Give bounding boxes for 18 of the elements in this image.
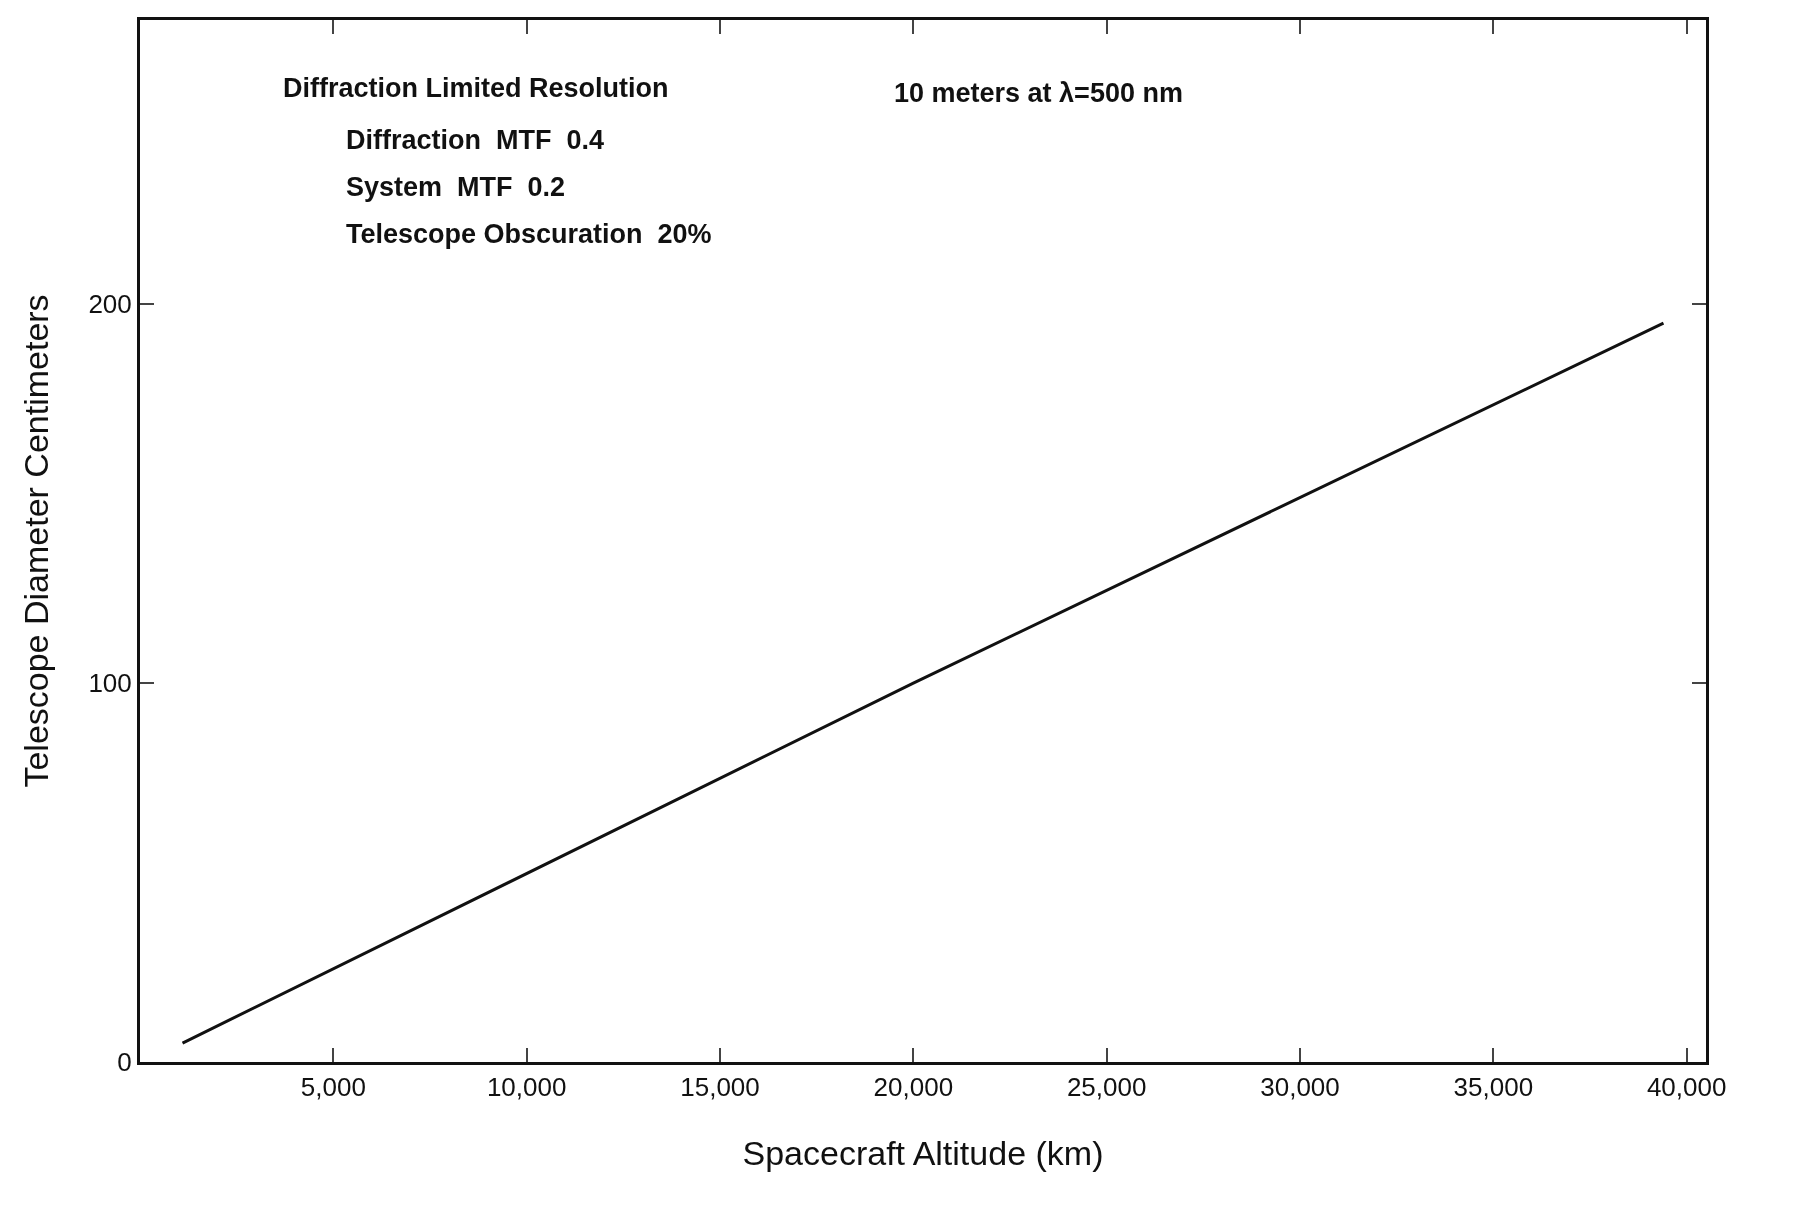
y-tick-label: 0 xyxy=(117,1047,132,1078)
annotation: Diffraction Limited Resolution xyxy=(283,73,669,103)
x-tick-label: 30,000 xyxy=(1260,1072,1340,1103)
x-tick-label: 40,000 xyxy=(1646,1072,1727,1103)
x-tick-label: 35,000 xyxy=(1453,1072,1534,1103)
x-tick-label: 15,000 xyxy=(680,1072,760,1103)
y-axis-title: Telescope Diameter Centimeters xyxy=(17,294,56,788)
annotation: System MTF 0.2 xyxy=(346,172,566,202)
y-tick-label: 100 xyxy=(88,668,132,699)
annotation: Telescope Obscuration 20% xyxy=(346,219,712,249)
x-axis-title: Spacecraft Altitude (km) xyxy=(742,1133,1104,1172)
x-tick-label: 20,000 xyxy=(873,1072,954,1103)
x-tick-label: 10,000 xyxy=(486,1072,567,1103)
annotation: Diffraction MTF 0.4 xyxy=(346,125,605,155)
annotation: 10 meters at λ=500 nm xyxy=(894,78,1183,108)
y-tick-label: 200 xyxy=(88,289,132,320)
x-tick-label: 25,000 xyxy=(1066,1072,1147,1103)
x-tick-label: 5,000 xyxy=(300,1072,366,1103)
